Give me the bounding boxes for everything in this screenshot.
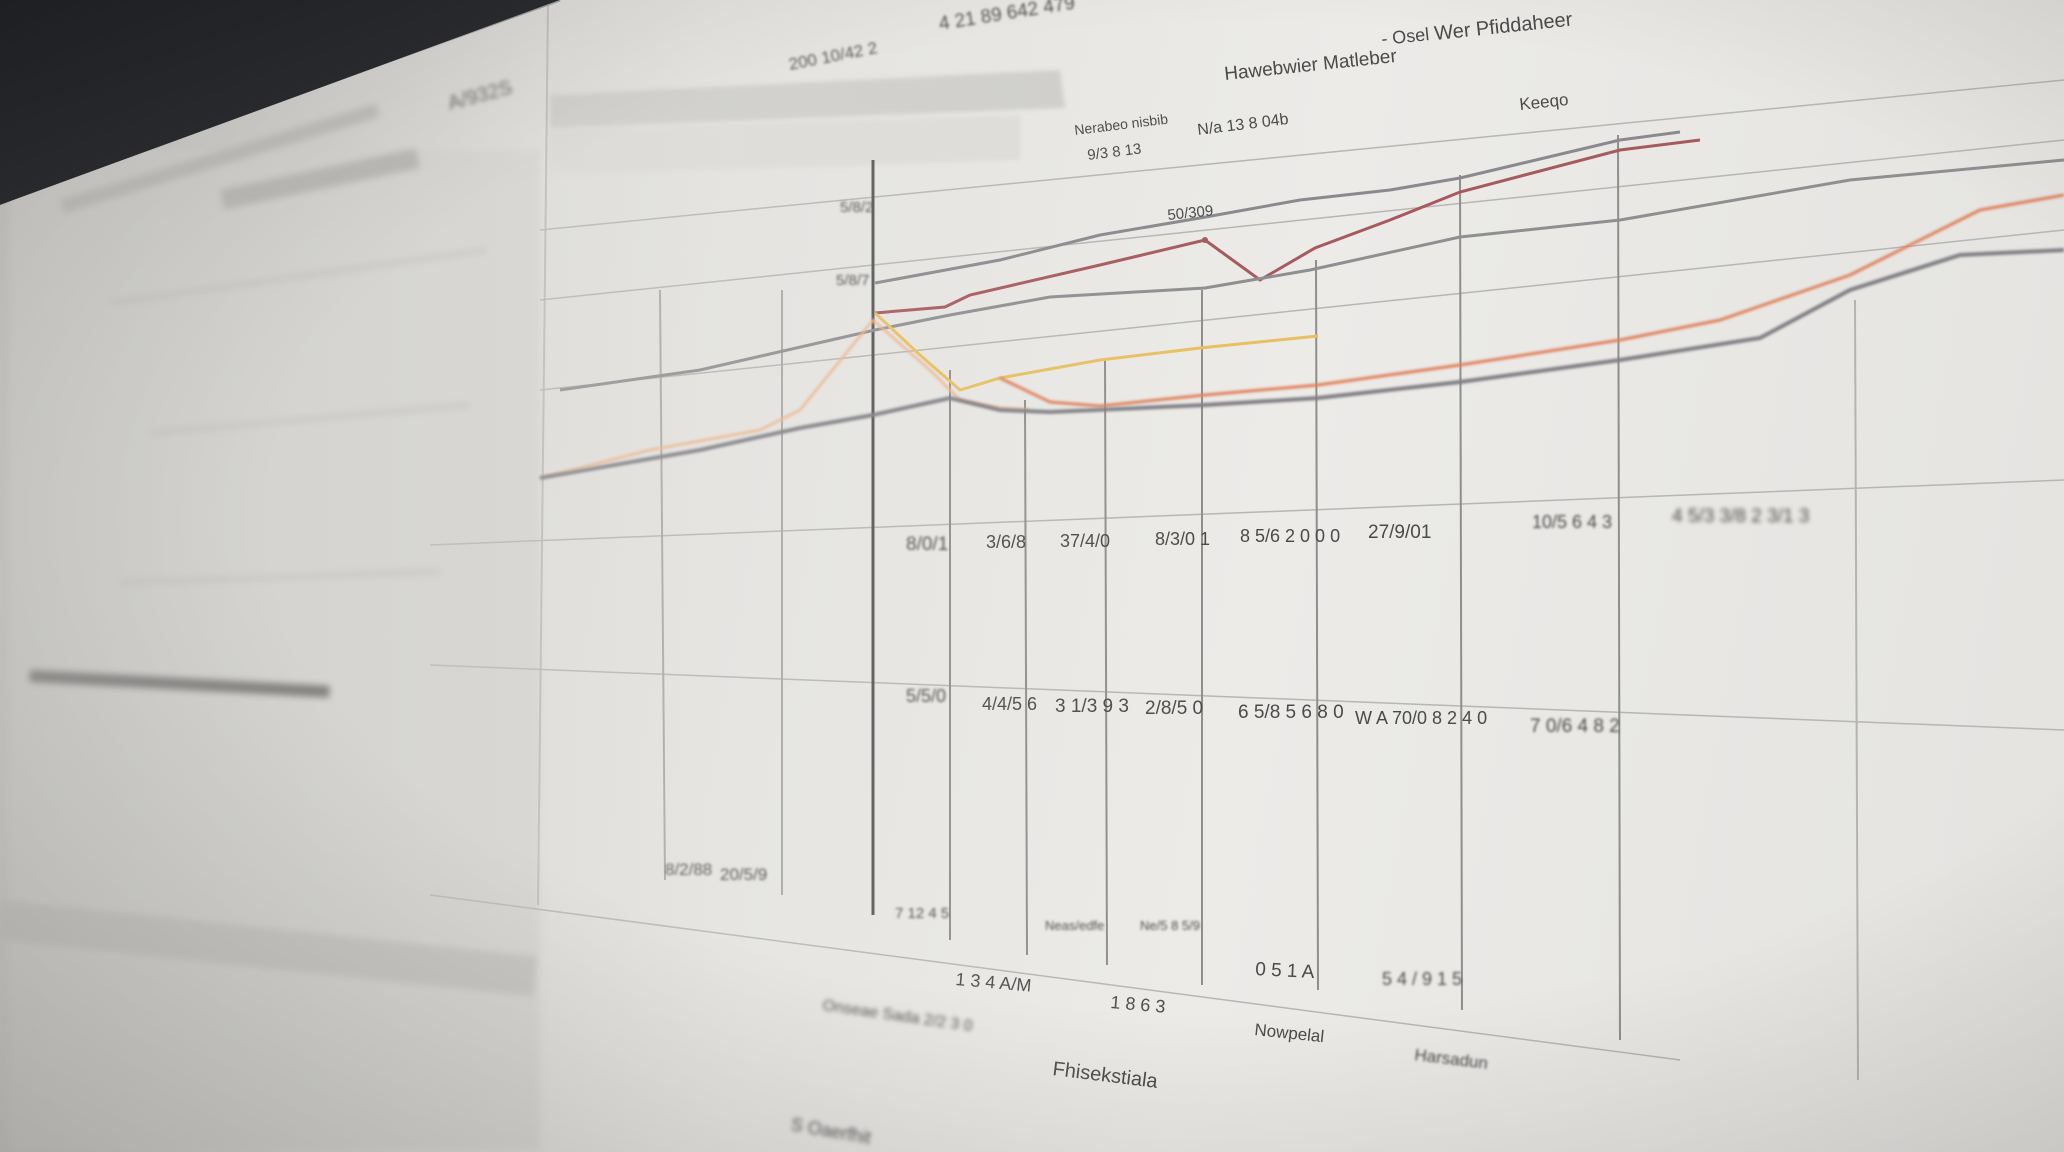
table-cell: W A 70/0 8 2 4 0 <box>1355 708 1487 728</box>
peak-marker <box>1202 237 1208 243</box>
table-cell: 4 5/3 3/8 2 3/1 3 <box>1672 506 1809 527</box>
footer-label: 1 8 6 3 <box>1110 992 1167 1017</box>
header-title-right: Wer Pfiddaheer <box>1433 9 1573 45</box>
table-cell: 37/4/0 <box>1060 531 1110 551</box>
table-cell: 6 5/8 5 6 8 0 <box>1238 702 1344 723</box>
legend-a-label: Nerabeo nisbib <box>1073 111 1169 138</box>
series-orange <box>999 193 2064 408</box>
footer-label: S Oaerfhit <box>789 1114 872 1148</box>
legend-a-value: 9/3 8 13 <box>1086 140 1142 163</box>
footer-label: Harsadun <box>1414 1045 1489 1073</box>
table-cell: 10/5 6 4 3 <box>1532 512 1612 532</box>
chart-gridlines <box>429 79 2064 1061</box>
series-yellow <box>873 311 1319 392</box>
footer-label: Nowpelal <box>1254 1020 1326 1046</box>
footer-label: Onseae Sada 2/2 3 0 <box>821 997 973 1035</box>
chart-series <box>539 130 2064 480</box>
axis-label-b: 5/8/7 <box>836 272 869 289</box>
legend-b-label: N/a 13 8 04b <box>1196 111 1289 139</box>
footer-label: Fhisekstiala <box>1051 1058 1159 1093</box>
table-cell: 27/9/01 <box>1368 522 1431 543</box>
header-top-code: 200 10/42 2 <box>787 38 879 74</box>
footer-label: 0 5 1 A <box>1255 959 1316 983</box>
footer-label: 5 4 / 9 1 5 <box>1382 969 1462 989</box>
table-cell: 5/5/0 <box>906 686 946 706</box>
header-title-left: Hawebwier Matleber <box>1223 46 1398 85</box>
axis-label-a: 5/8/2 <box>840 199 873 216</box>
header-top-numbers: 4 21 89 642 479 <box>937 0 1076 35</box>
header-bar <box>550 70 1065 175</box>
series-red <box>874 138 1701 315</box>
table-cell: 8/3/0 1 <box>1155 529 1210 549</box>
series-gray-lower <box>539 248 2064 480</box>
table-cell: 4/4/5 6 <box>982 694 1037 714</box>
left-label: 20/5/9 <box>720 865 767 884</box>
sidebar-panel <box>0 103 540 1150</box>
table-cell: 8/0/1 <box>906 534 948 555</box>
footer-label: Neas/edfe <box>1045 918 1104 933</box>
table-cell: 3/6/8 <box>986 532 1026 552</box>
peak-label: 50/309 <box>1167 202 1214 224</box>
table-cell: 2/8/5 0 <box>1145 698 1203 719</box>
keep-label: Keeqo <box>1518 90 1569 114</box>
series-gray-mid <box>559 158 2064 392</box>
table-row-2: 5/5/0 4/4/5 6 3 1/3 9 3 2/8/5 0 6 5/8 5 … <box>906 686 1620 737</box>
table-cell: 3 1/3 9 3 <box>1055 696 1129 717</box>
table-cell: 8 5/6 2 0 0 0 <box>1240 526 1340 546</box>
header-title-sep: - Osel <box>1380 24 1430 49</box>
footer-label: Ne/5 8 5/9 <box>1140 918 1200 933</box>
table-cell: 7 0/6 4 8 2 <box>1530 716 1620 737</box>
left-label: 7 12 4 5 <box>895 905 949 922</box>
table-row-1: 8/0/1 3/6/8 37/4/0 8/3/0 1 8 5/6 2 0 0 0… <box>906 506 1809 555</box>
left-label: 8/2/88 <box>665 860 712 879</box>
header-left-value: A/932S <box>446 77 515 115</box>
